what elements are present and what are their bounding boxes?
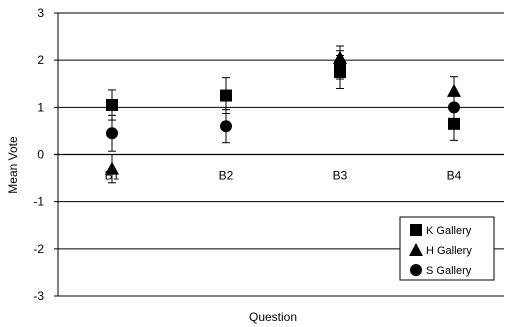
y-tick-label: -3: [33, 289, 44, 303]
y-tick-label: -1: [33, 195, 44, 209]
category-label: B2: [219, 169, 234, 183]
category-label: B3: [333, 169, 348, 183]
category-label-layer: B1 B2 B3 B4: [105, 169, 462, 183]
data-point-circle: [220, 120, 232, 133]
category-label: B1: [105, 169, 120, 183]
data-point-square: [106, 98, 118, 111]
y-tick-label: 1: [37, 100, 44, 114]
y-tick-label: 3: [37, 6, 44, 20]
legend-label: K Gallery: [426, 225, 472, 237]
data-point-triangle: [105, 161, 119, 175]
legend-items: K Gallery H Gallery S Gallery: [409, 224, 472, 277]
error-bar-layer: [108, 45, 458, 184]
grid-layer: [54, 12, 504, 297]
legend: K Gallery H Gallery S Gallery: [399, 216, 495, 281]
y-tick-label: -2: [33, 242, 44, 256]
y-tick-label: 2: [37, 53, 44, 67]
legend-label: S Gallery: [426, 265, 472, 277]
category-label: B4: [447, 169, 462, 183]
legend-label: H Gallery: [426, 245, 472, 257]
marker-layer: [105, 50, 461, 175]
y-tick-label: 0: [37, 148, 44, 162]
y-axis-title: Mean Vote: [6, 136, 20, 194]
legend-marker-square: [410, 224, 422, 236]
x-axis-title: Question: [249, 310, 297, 324]
data-point-circle: [106, 127, 118, 140]
data-point-square: [220, 89, 232, 102]
data-point-circle: [334, 58, 346, 71]
tick-layer: 3 2 1 0 -1 -2 -3: [33, 6, 44, 303]
legend-marker-triangle: [409, 243, 423, 256]
data-point-triangle: [447, 83, 461, 97]
legend-marker-circle: [410, 264, 422, 276]
data-point-square: [448, 117, 460, 130]
data-point-circle: [448, 101, 460, 114]
